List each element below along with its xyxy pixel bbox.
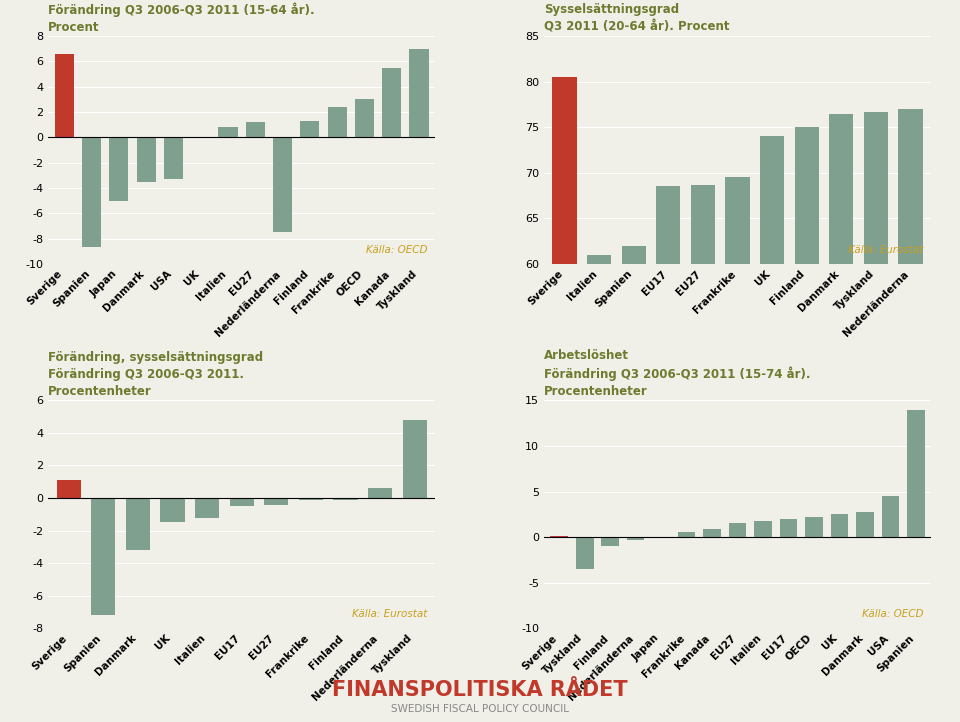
Bar <box>795 127 819 722</box>
Text: SWEDISH FISCAL POLICY COUNCIL: SWEDISH FISCAL POLICY COUNCIL <box>391 704 569 714</box>
Bar <box>622 245 646 722</box>
Bar <box>678 531 695 537</box>
Bar <box>136 137 156 181</box>
Bar <box>355 100 374 137</box>
Bar <box>55 54 74 137</box>
Bar <box>805 517 823 537</box>
Bar <box>164 137 183 179</box>
Bar <box>760 136 784 722</box>
Text: Källa: OECD: Källa: OECD <box>862 609 924 619</box>
Bar <box>703 529 721 537</box>
Bar <box>246 122 265 137</box>
Text: Källa: OECD: Källa: OECD <box>366 245 427 255</box>
Text: Arbetslöshet
Förändring Q3 2006-Q3 2011 (15-74 år).
Procentenheter: Arbetslöshet Förändring Q3 2006-Q3 2011 … <box>543 349 810 398</box>
Bar <box>264 498 288 505</box>
Bar <box>829 113 853 722</box>
Text: Sysselsättningsgrad
Q3 2011 (20-64 år). Procent: Sysselsättningsgrad Q3 2011 (20-64 år). … <box>543 4 730 33</box>
Bar <box>755 521 772 537</box>
Bar <box>126 498 150 550</box>
Bar <box>160 498 184 523</box>
Bar <box>588 255 612 722</box>
Bar <box>899 109 923 722</box>
Bar <box>229 498 253 506</box>
Bar <box>601 537 619 546</box>
Bar <box>907 409 924 537</box>
Bar <box>830 514 849 537</box>
Text: Källa: Eurostat: Källa: Eurostat <box>848 245 924 255</box>
Bar <box>368 488 392 498</box>
Bar <box>550 536 568 537</box>
Bar <box>382 68 401 137</box>
Bar <box>299 498 323 500</box>
Bar <box>333 498 357 500</box>
Bar <box>402 420 427 498</box>
Bar <box>576 537 593 569</box>
Bar <box>83 137 101 248</box>
Bar <box>57 480 81 498</box>
Bar <box>691 185 715 722</box>
Bar <box>780 519 798 537</box>
Bar <box>657 186 681 722</box>
Bar <box>219 127 237 137</box>
Bar <box>109 137 129 201</box>
Bar <box>864 112 888 722</box>
Bar <box>327 107 347 137</box>
Text: Förändring, sysselsättningsgrad
Förändring Q3 2006-Q3 2011.
Procentenheter: Förändring, sysselsättningsgrad Förändri… <box>48 351 263 398</box>
Bar <box>726 178 750 722</box>
Bar <box>729 523 747 537</box>
Bar <box>881 496 900 537</box>
Text: Sysselsättningstillväxt
Förändring Q3 2006-Q3 2011 (15-64 år).
Procent: Sysselsättningstillväxt Förändring Q3 20… <box>48 0 315 33</box>
Bar <box>856 512 874 537</box>
Text: FINANSPOLITISKA RÅDET: FINANSPOLITISKA RÅDET <box>332 679 628 700</box>
Bar <box>627 537 644 540</box>
Bar <box>273 137 292 232</box>
Text: Källa: Eurostat: Källa: Eurostat <box>352 609 427 619</box>
Bar <box>91 498 115 615</box>
Bar <box>410 49 428 137</box>
Bar <box>195 498 219 518</box>
Bar <box>552 77 577 722</box>
Bar <box>300 121 320 137</box>
